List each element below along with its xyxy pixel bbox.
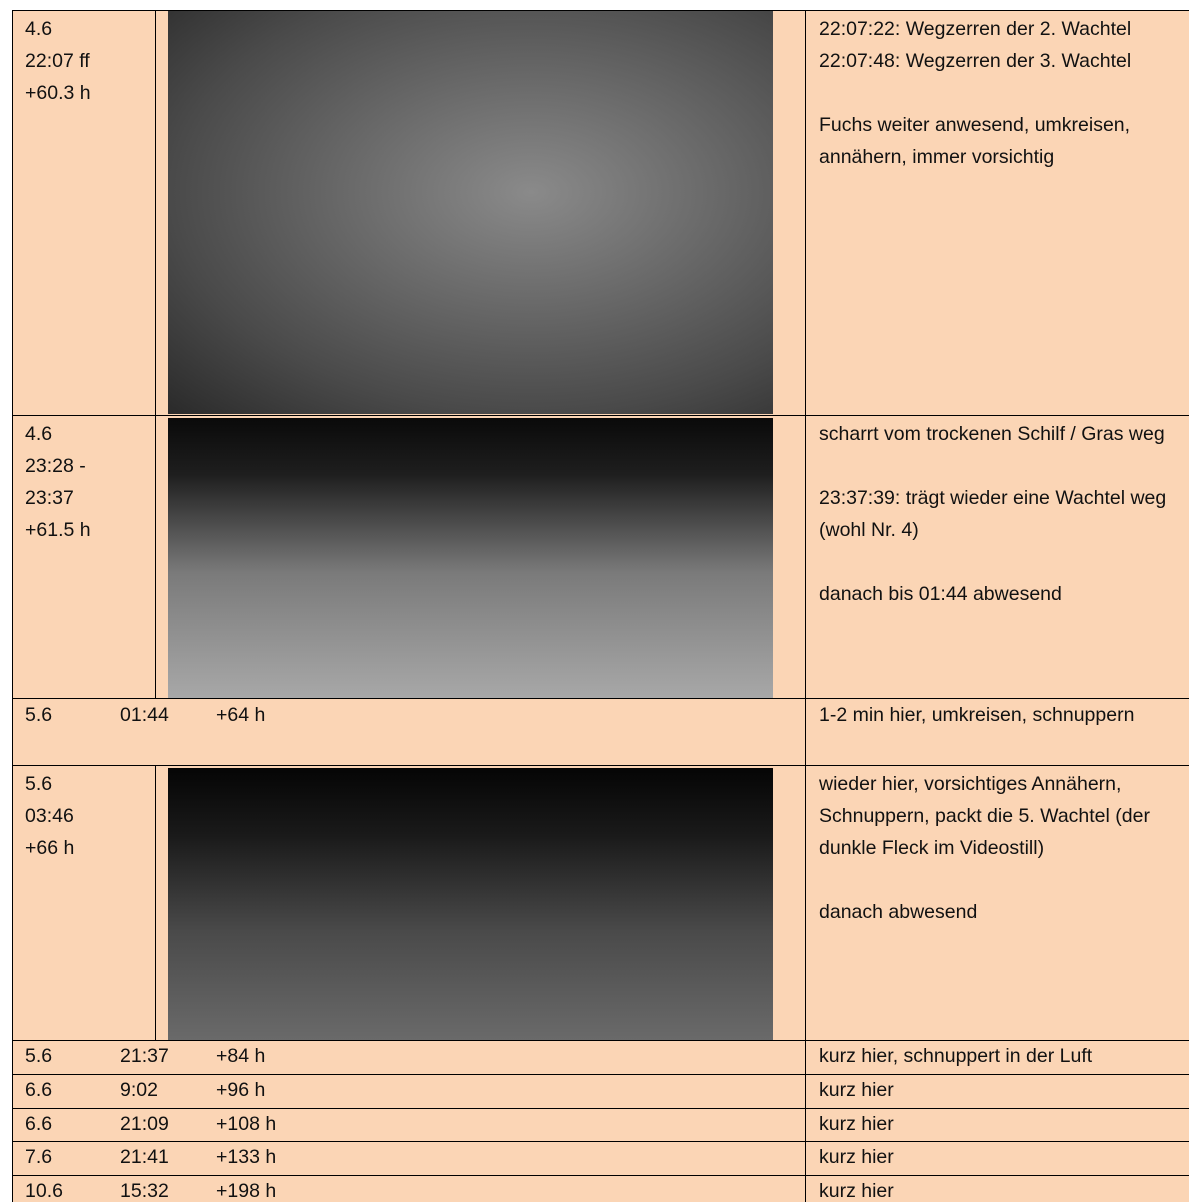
image-cell: [155, 415, 806, 699]
offset: +108 h: [216, 1113, 277, 1135]
entry-cell: 10.6 15:32 +198 h: [12, 1175, 806, 1202]
note-line: 22:07:48: Wegzerren der 3. Wachtel: [819, 50, 1132, 72]
note-line: wieder hier, vorsichtiges Annähern, Schn…: [819, 773, 1150, 859]
note-line: scharrt vom trockenen Schilf / Gras weg: [819, 423, 1165, 445]
offset: +198 h: [216, 1180, 277, 1202]
date-lines: 5.6 03:46 +66 h: [25, 768, 74, 864]
note-text: kurz hier: [819, 1146, 894, 1168]
note-text: kurz hier, schnuppert in der Luft: [819, 1045, 1093, 1067]
entry-cell: 6.6 9:02 +96 h: [12, 1074, 806, 1109]
date-line: 5.6: [25, 773, 53, 795]
note-cell: kurz hier: [805, 1108, 1189, 1142]
time: 9:02: [120, 1079, 158, 1101]
image-cell: [155, 10, 806, 416]
date-line: 4.6: [25, 18, 53, 40]
video-still: [168, 11, 773, 414]
date-lines: 4.6 23:28 - 23:37 +61.5 h: [25, 418, 91, 546]
note-cell: kurz hier: [805, 1175, 1189, 1202]
note-text: scharrt vom trockenen Schilf / Gras weg 2…: [819, 418, 1184, 610]
date: 5.6: [25, 704, 53, 726]
entry-cell: 7.6 21:41 +133 h: [12, 1141, 806, 1176]
note-line: Fuchs weiter anwesend, umkreisen, annähe…: [819, 114, 1131, 168]
note-text: kurz hier: [819, 1180, 894, 1202]
date-cell: 4.6 22:07 ff +60.3 h: [12, 10, 156, 416]
note-paragraph: danach bis 01:44 abwesend: [819, 578, 1184, 610]
note-cell: scharrt vom trockenen Schilf / Gras weg 2…: [805, 415, 1189, 699]
time: 21:37: [120, 1045, 169, 1067]
date-line: 23:37: [25, 487, 74, 509]
note-text: wieder hier, vorsichtiges Annähern, Schn…: [819, 768, 1184, 928]
video-still: [168, 418, 773, 698]
note-paragraph: 23:37:39: trägt wieder eine Wachtel weg …: [819, 482, 1184, 546]
date: 6.6: [25, 1113, 53, 1135]
offset: +64 h: [216, 704, 266, 726]
offset: +96 h: [216, 1079, 266, 1101]
date-line: +66 h: [25, 837, 75, 859]
video-still: [168, 768, 773, 1040]
time: 01:44: [120, 704, 169, 726]
note-cell: 1-2 min hier, umkreisen, schnuppern: [805, 698, 1189, 766]
entry-cell: 5.6 01:44 +64 h: [12, 698, 806, 766]
image-cell: [155, 765, 806, 1041]
note-cell: kurz hier: [805, 1074, 1189, 1109]
offset: +84 h: [216, 1045, 266, 1067]
date-line: 23:28 -: [25, 455, 86, 477]
note-paragraph: wieder hier, vorsichtiges Annähern, Schn…: [819, 768, 1184, 864]
note-text: 22:07:22: Wegzerren der 2. Wachtel 22:07:…: [819, 13, 1184, 173]
time: 21:41: [120, 1146, 169, 1168]
offset: +133 h: [216, 1146, 277, 1168]
date: 5.6: [25, 1045, 53, 1067]
date-line: +60.3 h: [25, 82, 91, 104]
note-line: 22:07:22: Wegzerren der 2. Wachtel: [819, 18, 1132, 40]
date: 10.6: [25, 1180, 63, 1202]
date: 7.6: [25, 1146, 53, 1168]
note-paragraph: Fuchs weiter anwesend, umkreisen, annähe…: [819, 109, 1184, 173]
date-lines: 4.6 22:07 ff +60.3 h: [25, 13, 91, 109]
note-paragraph: danach abwesend: [819, 896, 1184, 928]
note-text: kurz hier: [819, 1113, 894, 1135]
note-line: danach bis 01:44 abwesend: [819, 583, 1062, 605]
note-line: danach abwesend: [819, 901, 978, 923]
note-cell: kurz hier, schnuppert in der Luft: [805, 1040, 1189, 1075]
note-cell: 22:07:22: Wegzerren der 2. Wachtel 22:07:…: [805, 10, 1189, 416]
date-line: 22:07 ff: [25, 50, 90, 72]
note-line: 23:37:39: trägt wieder eine Wachtel weg …: [819, 487, 1167, 541]
date-line: +61.5 h: [25, 519, 91, 541]
time: 15:32: [120, 1180, 169, 1202]
entry-cell: 6.6 21:09 +108 h: [12, 1108, 806, 1142]
note-text: kurz hier: [819, 1079, 894, 1101]
date-line: 03:46: [25, 805, 74, 827]
note-paragraph: scharrt vom trockenen Schilf / Gras weg: [819, 418, 1184, 450]
time: 21:09: [120, 1113, 169, 1135]
note-text: 1-2 min hier, umkreisen, schnuppern: [819, 704, 1135, 726]
date-cell: 5.6 03:46 +66 h: [12, 765, 156, 1041]
date: 6.6: [25, 1079, 53, 1101]
note-cell: wieder hier, vorsichtiges Annähern, Schn…: [805, 765, 1189, 1041]
date-cell: 4.6 23:28 - 23:37 +61.5 h: [12, 415, 156, 699]
note-cell: kurz hier: [805, 1141, 1189, 1176]
date-line: 4.6: [25, 423, 53, 445]
entry-cell: 5.6 21:37 +84 h: [12, 1040, 806, 1075]
note-paragraph: 22:07:22: Wegzerren der 2. Wachtel 22:07:…: [819, 13, 1184, 77]
